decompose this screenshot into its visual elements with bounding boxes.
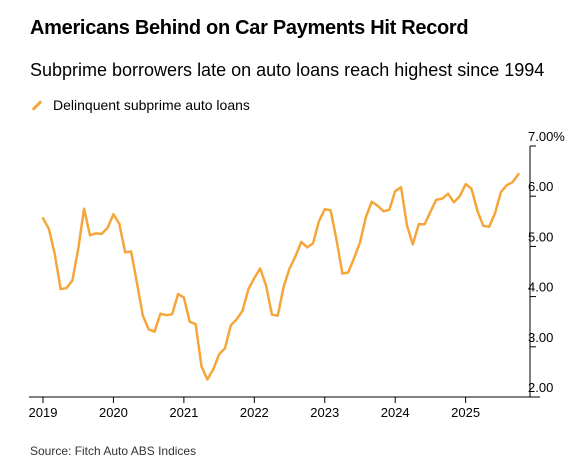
- y-tick-label: 4.00: [528, 280, 553, 295]
- x-axis: 2019 2020 2021 2022 2023 2024 2025: [29, 396, 540, 420]
- y-tick-label: 7.00%: [528, 129, 565, 144]
- x-tick-label: 2020: [99, 405, 128, 420]
- source-note: Source: Fitch Auto ABS Indices: [30, 444, 197, 458]
- x-tick-label: 2019: [29, 405, 58, 420]
- x-tick-label: 2021: [169, 405, 198, 420]
- y-tick-label: 5.00: [528, 229, 553, 244]
- x-tick-label: 2025: [451, 405, 480, 420]
- x-tick-label: 2023: [310, 405, 339, 420]
- series-line: [41, 172, 520, 381]
- legend: Delinquent subprime auto loans: [30, 97, 250, 113]
- y-tick-label: 6.00: [528, 179, 553, 194]
- x-tick-label: 2024: [381, 405, 410, 420]
- legend-label: Delinquent subprime auto loans: [53, 97, 250, 113]
- chart-title: Americans Behind on Car Payments Hit Rec…: [30, 17, 469, 39]
- x-tick-label: 2022: [240, 405, 269, 420]
- y-tick-label: 3.00: [528, 330, 553, 345]
- y-tick-label: 2.00: [528, 380, 553, 395]
- chart-subtitle: Subprime borrowers late on auto loans re…: [30, 60, 545, 80]
- series-layer: [41, 172, 520, 381]
- y-axis: 2.00 3.00 4.00 5.00 6.00 7.00%: [528, 129, 565, 398]
